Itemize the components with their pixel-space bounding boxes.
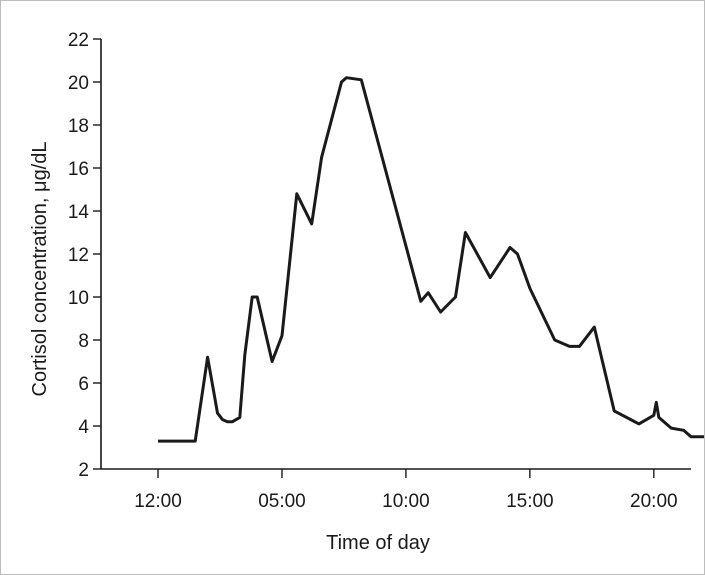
x-tick-label: 05:00 [258,491,306,512]
y-tick-label: 12 [68,245,89,266]
y-tick-label: 16 [68,159,89,180]
y-tick-label: 6 [78,374,89,395]
y-tick-label: 20 [68,73,89,94]
y-tick-label: 10 [68,288,89,309]
x-axis-title: Time of day [326,532,430,554]
cortisol-series-line [158,76,704,443]
y-tick-label: 22 [68,30,89,51]
y-axis-title: Cortisol concentration, μg/dL [29,142,51,397]
y-tick-label: 4 [78,417,89,438]
y-tick-label: 18 [68,116,89,137]
y-axis: 2 4 6 8 10 12 14 16 18 20 22 [68,30,102,481]
x-axis: 12:00 05:00 10:00 15:00 20:00 [101,468,691,512]
x-tick-label: 10:00 [382,491,430,512]
y-tick-label: 14 [68,202,90,223]
x-tick-label: 20:00 [630,491,678,512]
y-tick-label: 8 [78,331,89,352]
x-tick-label: 12:00 [134,491,182,512]
y-tick-label: 2 [78,460,89,481]
series-layer [158,76,704,443]
x-tick-label: 15:00 [506,491,554,512]
